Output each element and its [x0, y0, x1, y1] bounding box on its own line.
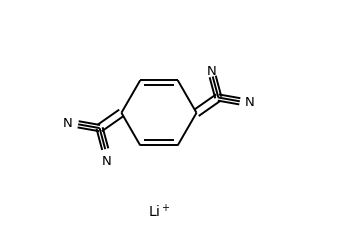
Text: N: N — [63, 117, 73, 130]
Text: N: N — [102, 156, 112, 169]
Text: N: N — [245, 96, 255, 109]
Text: Li$^+$: Li$^+$ — [147, 203, 170, 221]
Text: N: N — [206, 65, 216, 78]
